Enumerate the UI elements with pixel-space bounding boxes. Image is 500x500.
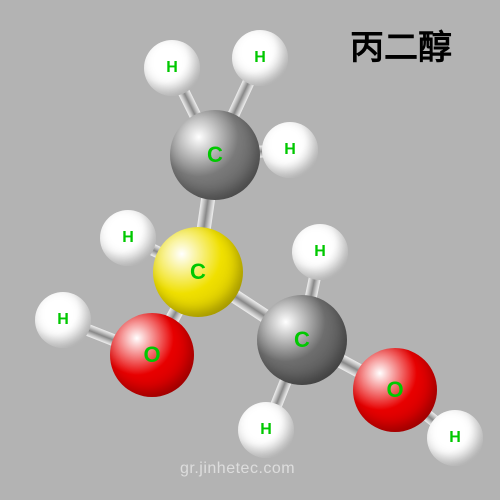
atom-h — [144, 40, 200, 96]
atom-h — [238, 402, 294, 458]
atom-c — [257, 295, 347, 385]
atom-c — [170, 110, 260, 200]
atom-h — [292, 224, 348, 280]
atom-h — [262, 122, 318, 178]
atom-o — [353, 348, 437, 432]
atom-h — [427, 410, 483, 466]
atom-h — [232, 30, 288, 86]
molecule-canvas: CCCOOHHHHHHHH 丙二醇 gr.jinhetec.com — [0, 0, 500, 500]
atom-c — [153, 227, 243, 317]
watermark-text: gr.jinhetec.com — [180, 460, 295, 478]
diagram-title: 丙二醇 — [350, 20, 452, 69]
atom-h — [35, 292, 91, 348]
atom-o — [110, 313, 194, 397]
atom-h — [100, 210, 156, 266]
